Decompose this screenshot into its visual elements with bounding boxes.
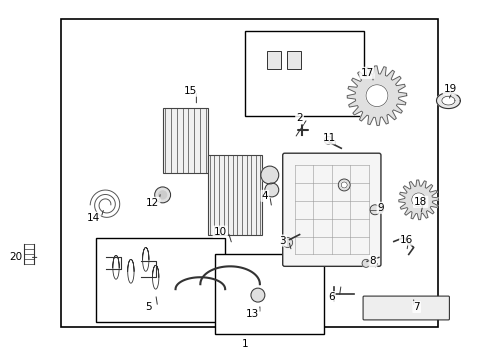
Text: 16: 16 [400,234,414,244]
Bar [61,19,439,327]
Bar [96,238,225,322]
Circle shape [155,187,171,203]
Text: 10: 10 [214,226,227,237]
Text: 3: 3 [279,235,286,246]
Circle shape [283,238,293,247]
Bar [267,51,281,69]
Text: 13: 13 [245,309,259,319]
Bar [215,255,324,334]
Text: 2: 2 [296,113,303,123]
Circle shape [412,193,426,207]
Text: 12: 12 [146,198,159,208]
Text: 7: 7 [414,302,420,312]
Text: 19: 19 [444,84,457,94]
Circle shape [324,136,332,144]
Text: 14: 14 [87,213,100,223]
Text: 17: 17 [361,68,374,78]
Polygon shape [442,96,455,105]
Circle shape [251,288,265,302]
Circle shape [370,205,380,215]
FancyBboxPatch shape [363,296,449,320]
FancyBboxPatch shape [283,153,381,266]
Text: 9: 9 [378,203,384,213]
Circle shape [159,191,167,199]
Text: 20: 20 [9,252,23,262]
Polygon shape [347,66,407,125]
Polygon shape [399,180,439,220]
Text: 11: 11 [323,133,336,143]
Bar [287,51,300,69]
Bar [245,31,364,116]
Text: 5: 5 [146,302,152,312]
Text: 6: 6 [328,292,335,302]
Polygon shape [437,93,460,109]
Bar [163,108,208,172]
Text: 18: 18 [414,197,427,207]
Text: 15: 15 [184,86,197,96]
Bar [208,155,262,235]
Circle shape [265,183,279,197]
Text: 8: 8 [369,256,376,266]
Text: 1: 1 [242,339,248,349]
Circle shape [341,182,347,188]
Circle shape [261,166,279,184]
Circle shape [366,85,388,107]
Circle shape [338,179,350,191]
Text: 4: 4 [262,191,268,201]
Circle shape [362,260,370,267]
